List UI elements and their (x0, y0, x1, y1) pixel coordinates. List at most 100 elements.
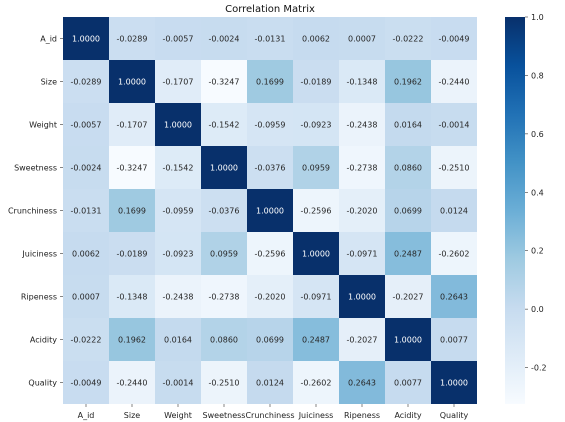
x-tick-label: Crunchiness (245, 411, 294, 420)
heatmap-cell (155, 146, 201, 189)
cell-value-label: -0.0014 (163, 379, 194, 388)
heatmap-cell (293, 17, 339, 60)
cell-value-label: 1.0000 (256, 207, 284, 216)
heatmap-cell (63, 361, 109, 404)
cell-value-label: -0.0131 (255, 35, 286, 44)
heatmap-cell (201, 146, 247, 189)
x-tick-label: Weight (164, 411, 192, 420)
cell-value-label: 1.0000 (394, 336, 422, 345)
cell-value-label: -0.1542 (209, 121, 240, 130)
heatmap-cell (431, 103, 477, 146)
cell-value-label: 0.0062 (72, 250, 100, 259)
heatmap-cell (201, 232, 247, 275)
heatmap-cell (63, 60, 109, 103)
cell-value-label: -0.0057 (163, 35, 194, 44)
x-tick-label: Sweetness (203, 411, 246, 420)
cell-value-label: -0.0189 (117, 250, 148, 259)
cell-value-label: 0.0124 (256, 379, 284, 388)
colorbar-gradient (505, 17, 525, 404)
cell-value-label: -0.2738 (209, 293, 240, 302)
cell-value-label: -0.3247 (117, 164, 148, 173)
colorbar-tick-label: 0.6 (531, 130, 544, 139)
cell-value-label: 1.0000 (348, 293, 376, 302)
heatmap-cell (293, 318, 339, 361)
heatmap-cell (247, 318, 293, 361)
y-tick-label: Quality (28, 379, 57, 388)
cell-value-label: 0.2487 (394, 250, 422, 259)
heatmap-cell (385, 60, 431, 103)
cell-value-label: 1.0000 (302, 250, 330, 259)
heatmap-cell (339, 275, 385, 318)
cell-value-label: -0.0222 (71, 336, 102, 345)
heatmap-cell (385, 146, 431, 189)
heatmap-cell (431, 189, 477, 232)
heatmap-cell (431, 275, 477, 318)
heatmap-cell (431, 318, 477, 361)
heatmap-cell (247, 361, 293, 404)
cell-value-label: 0.1962 (394, 78, 422, 87)
heatmap-cell (339, 232, 385, 275)
heatmap-cell (201, 275, 247, 318)
heatmap-cell (63, 189, 109, 232)
heatmap-cell (293, 60, 339, 103)
cell-value-label: 0.0959 (210, 250, 238, 259)
colorbar-tick-label: 0.2 (531, 247, 544, 256)
y-axis-ticks: A_id Size Weight Sweetness Crunchiness Juicin… (8, 35, 63, 388)
heatmap-cell (63, 103, 109, 146)
cell-value-label: -0.2440 (439, 78, 470, 87)
colorbar-tick-label: 0.0 (531, 305, 544, 314)
heatmap-cell (339, 361, 385, 404)
chart-title: Correlation Matrix (225, 4, 315, 15)
colorbar-tick-label: 1.0 (531, 13, 544, 22)
heatmap-cell (385, 17, 431, 60)
cell-value-label: -0.1707 (163, 78, 194, 87)
heatmap-cell (63, 232, 109, 275)
y-tick-label: A_id (40, 35, 57, 44)
cell-value-label: 0.1962 (118, 336, 146, 345)
cell-value-label: -0.1348 (347, 78, 378, 87)
cell-value-label: -0.2438 (347, 121, 378, 130)
heatmap-cell (155, 275, 201, 318)
heatmap-cell (431, 60, 477, 103)
cell-value-label: -0.0923 (163, 250, 194, 259)
heatmap-cell (109, 103, 155, 146)
cell-value-label: -0.2738 (347, 164, 378, 173)
cell-value-label: -0.0289 (71, 78, 102, 87)
cell-value-label: 0.0062 (302, 35, 330, 44)
cell-value-label: 0.2487 (302, 336, 330, 345)
heatmap-cell (63, 275, 109, 318)
heatmap-cell (431, 146, 477, 189)
heatmap-cell (201, 318, 247, 361)
heatmap-cell (109, 146, 155, 189)
heatmap-cell (247, 189, 293, 232)
heatmap-cell (109, 17, 155, 60)
heatmap-cell (247, 103, 293, 146)
cell-value-label: -0.0376 (255, 164, 286, 173)
x-tick-label: Ripeness (344, 411, 380, 420)
colorbar-tick-label: 0.8 (531, 71, 544, 80)
heatmap-cell (155, 60, 201, 103)
heatmap-cell (109, 232, 155, 275)
cell-value-label: -0.0131 (71, 207, 102, 216)
heatmap-cell (155, 103, 201, 146)
x-axis-ticks: A_id Size Weight Sweetness Crunchiness Juicin… (78, 404, 469, 420)
heatmap-cell (339, 60, 385, 103)
cell-value-label: 1.0000 (440, 379, 468, 388)
cell-value-label: 0.1699 (256, 78, 284, 87)
cell-value-label: -0.1542 (163, 164, 194, 173)
cell-value-label: -0.0959 (255, 121, 286, 130)
cell-value-label: 1.0000 (118, 78, 146, 87)
heatmap-cell (339, 318, 385, 361)
x-tick-label: Size (124, 411, 141, 420)
heatmap-cell (293, 275, 339, 318)
cell-value-label: -0.0971 (301, 293, 332, 302)
cell-value-label: -0.0049 (439, 35, 470, 44)
heatmap-cell (431, 232, 477, 275)
heatmap-cell (385, 232, 431, 275)
heatmap-cell (63, 17, 109, 60)
y-tick-label: Acidity (30, 336, 57, 345)
heatmap-cell (109, 60, 155, 103)
cell-value-label: -0.1707 (117, 121, 148, 130)
cell-value-label: -0.2440 (117, 379, 148, 388)
